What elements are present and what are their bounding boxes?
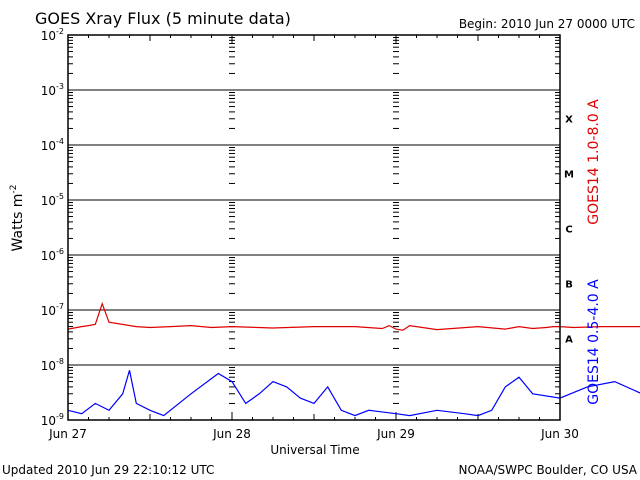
- flare-class-label: C: [565, 225, 572, 236]
- y-tick-label-exponent: -6: [56, 247, 64, 256]
- y-tick-label-base: 10: [41, 414, 56, 428]
- plot-frame: [67, 34, 561, 421]
- y-tick-label-base: 10: [41, 84, 56, 98]
- flare-class-label: B: [565, 280, 573, 291]
- grid-lines: [68, 89, 560, 366]
- chart-title: GOES Xray Flux (5 minute data): [35, 9, 291, 28]
- legend-short-channel: GOES14 0.5-4.0 A: [586, 279, 602, 405]
- flare-class-label: A: [565, 335, 573, 346]
- x-axis-label: Universal Time: [270, 443, 359, 457]
- y-tick-label-exponent: -2: [56, 27, 64, 36]
- y-tick-label-base: 10: [41, 249, 56, 263]
- y-tick-labels: 10-210-310-410-510-610-710-810-9: [41, 27, 64, 428]
- x-tick-label: Jun 27: [48, 427, 87, 441]
- y-tick-label-exponent: -4: [56, 137, 64, 146]
- y-tick-label-exponent: -7: [56, 302, 64, 311]
- y-tick-label-exponent: -3: [56, 82, 64, 91]
- begin-label: Begin: 2010 Jun 27 0000 UTC: [459, 17, 635, 31]
- y-tick-label-exponent: -8: [56, 357, 64, 366]
- x-tick-labels: Jun 27 Jun 28 Jun 29 Jun 30: [48, 427, 579, 441]
- y-tick-label: 10-7: [41, 302, 64, 318]
- day-dividers: [229, 37, 399, 421]
- flare-class-label: M: [564, 170, 574, 181]
- credit-text: NOAA/SWPC Boulder, CO USA: [459, 463, 638, 477]
- y-tick-label: 10-5: [41, 192, 64, 208]
- y-tick-label-exponent: -5: [56, 192, 64, 201]
- y-minor-ticks: [68, 37, 560, 404]
- y-tick-label-base: 10: [41, 139, 56, 153]
- series-line-long-channel: [67, 301, 640, 331]
- y-tick-label-base: 10: [41, 194, 56, 208]
- y-tick-label-exponent: -9: [56, 412, 64, 421]
- y-axis-label: Watts m-2: [9, 185, 26, 252]
- x-tick-label: Jun 28: [212, 427, 251, 441]
- x-tick-label: Jun 30: [540, 427, 579, 441]
- x-tick-label: Jun 29: [376, 427, 415, 441]
- y-axis-label-base: Watts m: [10, 194, 26, 252]
- updated-timestamp: Updated 2010 Jun 29 22:10:12 UTC: [2, 463, 214, 477]
- y-axis-label-exponent: -2: [9, 185, 19, 194]
- x-axis-ticks: [67, 35, 561, 420]
- y-tick-label: 10-3: [41, 82, 64, 98]
- flare-class-label: X: [565, 115, 573, 126]
- legend-long-channel: GOES14 1.0-8.0 A: [586, 99, 602, 225]
- y-tick-label: 10-6: [41, 247, 64, 263]
- y-tick-label-base: 10: [41, 304, 56, 318]
- y-tick-label: 10-9: [41, 412, 64, 428]
- y-tick-label: 10-8: [41, 357, 64, 373]
- flare-class-labels: X M C B A: [564, 115, 574, 346]
- series-line-short-channel: [67, 370, 640, 417]
- y-tick-label-base: 10: [41, 29, 56, 43]
- y-tick-label-base: 10: [41, 359, 56, 373]
- y-tick-label: 10-2: [41, 27, 64, 43]
- y-tick-label: 10-4: [41, 137, 64, 153]
